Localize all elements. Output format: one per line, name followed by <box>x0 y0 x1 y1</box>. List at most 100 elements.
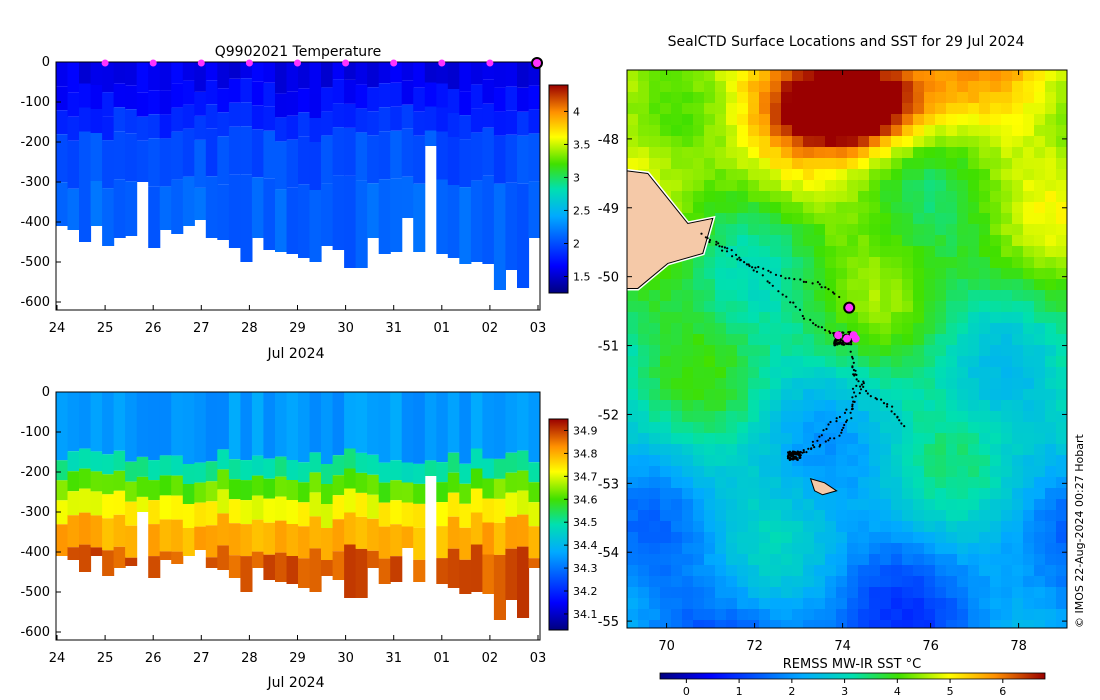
section-cell <box>182 464 195 484</box>
sst-cell <box>627 554 639 566</box>
section-cell <box>171 131 184 180</box>
sst-cell <box>836 268 848 280</box>
sst-cell <box>781 510 793 522</box>
sst-cell <box>704 532 716 544</box>
sst-cell <box>858 367 870 379</box>
sst-cell <box>1023 81 1035 93</box>
sst-cell <box>891 268 903 280</box>
sst-cell <box>726 70 738 82</box>
section-cell <box>263 498 276 523</box>
sst-cell <box>1056 565 1067 577</box>
sst-cell <box>924 532 936 544</box>
sst-cell <box>1001 279 1013 291</box>
sst-cell <box>968 290 980 302</box>
sst-cell <box>979 466 991 478</box>
latest-position <box>843 301 856 314</box>
sst-cell <box>869 411 881 423</box>
sst-cell <box>803 422 815 434</box>
sst-cell <box>957 477 969 489</box>
sst-cell <box>803 532 815 544</box>
sst-cell <box>1023 565 1035 577</box>
sst-cell <box>704 587 716 599</box>
sst-cell <box>891 532 903 544</box>
sst-cell <box>814 554 826 566</box>
sst-cell <box>693 389 705 401</box>
section-cell <box>205 501 218 526</box>
sst-cell <box>814 81 826 93</box>
section-cell <box>263 522 276 555</box>
sst-cell <box>836 576 848 588</box>
sst-cell <box>902 158 914 170</box>
sst-cell <box>726 422 738 434</box>
x-tick-label: 72 <box>746 639 763 654</box>
section-cell <box>309 492 322 517</box>
sst-cell <box>858 356 870 368</box>
sst-cell <box>946 224 958 236</box>
section-cell <box>332 79 345 104</box>
sst-cell <box>704 620 716 628</box>
sst-cell <box>990 246 1002 258</box>
sst-cell <box>1012 136 1024 148</box>
section-cell <box>367 474 380 495</box>
surface-marker <box>149 59 157 67</box>
section-cell <box>275 476 288 497</box>
sst-cell <box>737 191 749 203</box>
sst-cell <box>737 444 749 456</box>
sst-cell <box>891 345 903 357</box>
sst-cell <box>847 136 859 148</box>
sst-cell <box>979 521 991 533</box>
sst-cell <box>759 114 771 126</box>
sst-cell <box>1045 257 1057 269</box>
section-cell <box>275 496 288 521</box>
sst-cell <box>891 477 903 489</box>
section-cell <box>194 482 207 503</box>
sst-cell <box>902 235 914 247</box>
track-point <box>793 278 796 281</box>
sst-cell <box>1001 136 1013 148</box>
sst-cell <box>869 279 881 291</box>
section-cell <box>413 559 426 582</box>
sst-cell <box>814 532 826 544</box>
sst-cell <box>913 279 925 291</box>
sst-cell <box>726 136 738 148</box>
section-cell <box>493 458 506 479</box>
track-point <box>789 452 792 456</box>
sst-cell <box>660 400 672 412</box>
sst-cell <box>1001 422 1013 434</box>
sst-cell <box>1012 466 1024 478</box>
x-tick-label: 76 <box>922 639 939 654</box>
sst-cell <box>836 103 848 115</box>
section-cell <box>263 458 276 479</box>
sst-cell <box>781 444 793 456</box>
sst-cell <box>891 422 903 434</box>
sst-cell <box>825 191 837 203</box>
track-point <box>814 324 817 327</box>
sst-cell <box>770 202 782 214</box>
sst-cell <box>814 576 826 588</box>
sst-cell <box>803 554 815 566</box>
section-cell <box>251 105 264 130</box>
sst-cell <box>946 499 958 511</box>
sst-cell <box>858 103 870 115</box>
sst-cell <box>946 521 958 533</box>
sst-cell <box>781 565 793 577</box>
section-cell <box>344 468 357 489</box>
section-cell <box>436 83 449 108</box>
section-cell <box>470 180 483 262</box>
sst-cell <box>803 158 815 170</box>
y-tick-label: -48 <box>598 133 619 148</box>
sst-cell <box>715 576 727 588</box>
sst-cell <box>957 114 969 126</box>
sst-cell <box>902 400 914 412</box>
sst-cell <box>1045 422 1057 434</box>
sst-cell <box>1045 103 1057 115</box>
sst-cell <box>1045 334 1057 346</box>
sst-cell <box>726 235 738 247</box>
sst-cell <box>1001 576 1013 588</box>
sst-cell <box>847 565 859 577</box>
sst-cell <box>693 444 705 456</box>
sst-cell <box>814 565 826 577</box>
section-cell <box>298 392 311 463</box>
section-cell <box>528 133 540 182</box>
sst-cell <box>1001 81 1013 93</box>
